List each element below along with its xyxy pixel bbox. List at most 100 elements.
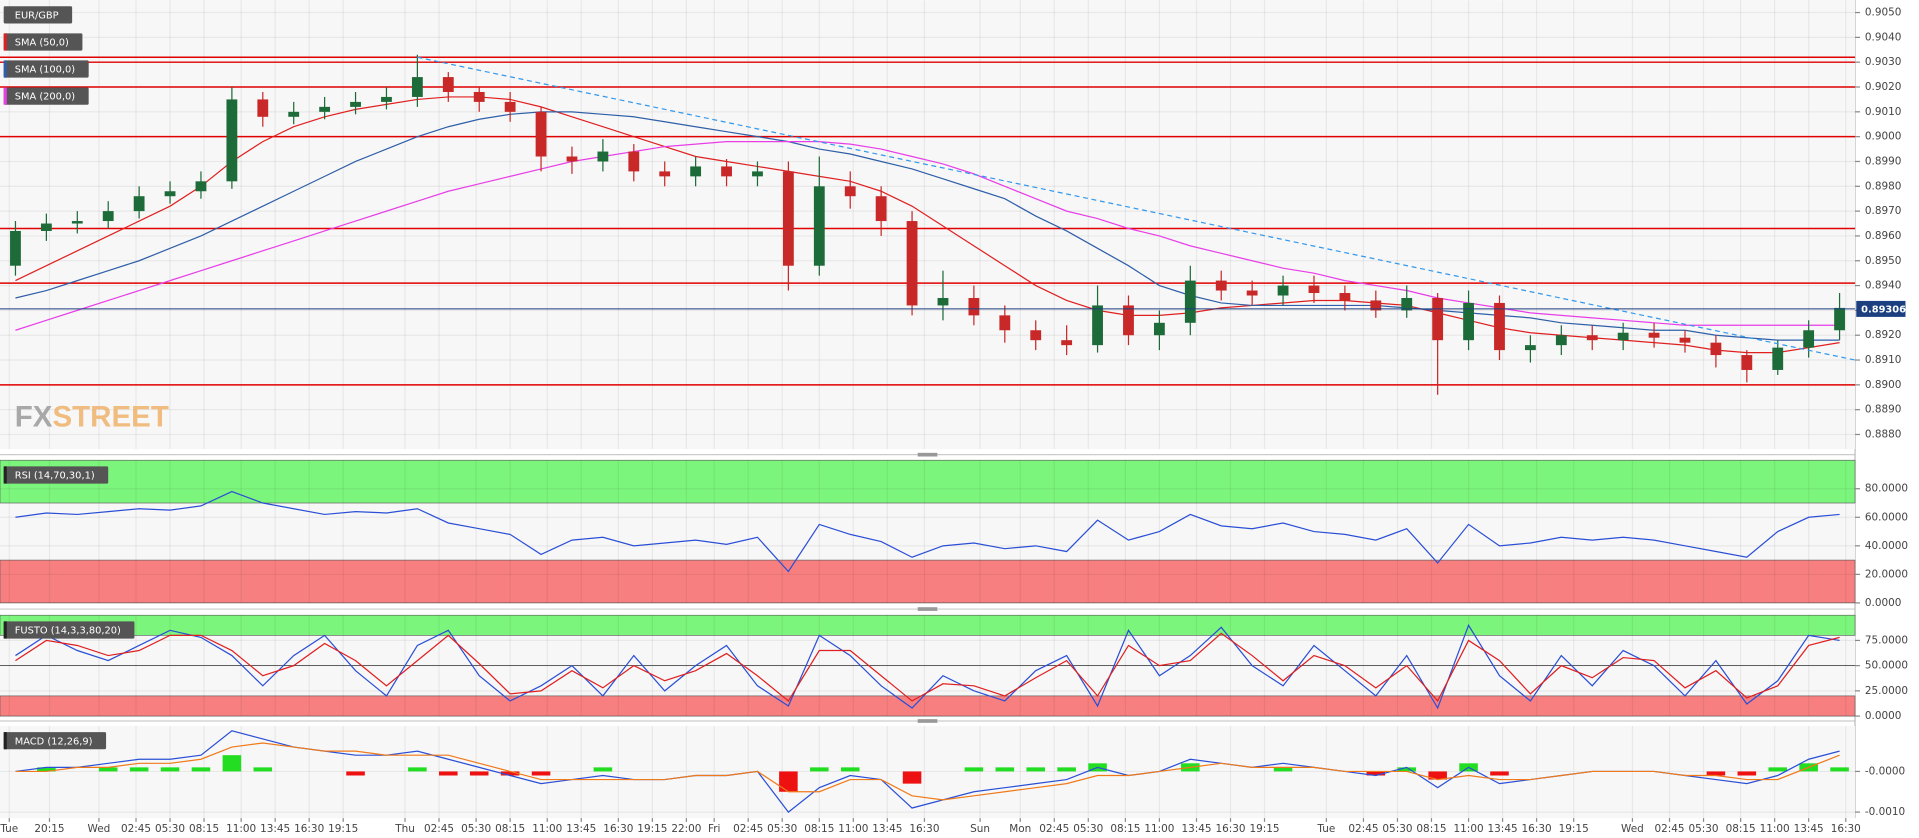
- candle-body: [1308, 285, 1320, 294]
- candle-body: [1772, 347, 1784, 370]
- candle-body: [844, 186, 856, 197]
- x-tick-label: 19:15: [328, 823, 358, 835]
- legend-label: RSI (14,70,30,1): [15, 471, 95, 482]
- legend-swatch: [3, 87, 7, 105]
- candle-body: [659, 171, 671, 177]
- legend-swatch: [3, 60, 7, 78]
- y-tick-label: 0.8890: [1865, 404, 1902, 416]
- legend-item: MACD (12,26,9): [3, 732, 107, 750]
- histogram-bar: [810, 767, 829, 772]
- candle-body: [1494, 302, 1505, 351]
- candle-body: [1123, 305, 1134, 336]
- y-tick-label: 0.9030: [1865, 56, 1902, 68]
- candle-body: [10, 230, 21, 266]
- candle-body: [1463, 302, 1474, 341]
- histogram-bar: [1428, 771, 1447, 780]
- y-tick-label: 0.8990: [1865, 155, 1902, 167]
- histogram-bar: [439, 771, 458, 776]
- candle-body: [102, 211, 114, 222]
- candle-body: [71, 221, 83, 224]
- candle-body: [195, 181, 207, 192]
- legend-item: RSI (14,70,30,1): [3, 466, 109, 484]
- candle-body: [1710, 342, 1722, 356]
- candle-body: [473, 91, 485, 102]
- candle-body: [1339, 293, 1351, 301]
- x-tick-label: 22:00: [671, 823, 701, 835]
- x-tick-label: 19:15: [1559, 823, 1589, 835]
- candle-body: [40, 223, 52, 231]
- candle-body: [1370, 300, 1382, 311]
- candle-body: [813, 186, 825, 266]
- series-line: [15, 742, 1840, 801]
- histogram-bar: [160, 767, 180, 772]
- x-tick-label: 11:00: [1454, 823, 1484, 835]
- x-tick-label: 05:30: [767, 823, 797, 835]
- y-tick-label: 0.8970: [1865, 205, 1902, 217]
- y-tick-label: 0.8880: [1865, 428, 1902, 440]
- candle-body: [566, 156, 578, 162]
- y-tick-label: 50.0000: [1865, 660, 1908, 672]
- histogram-bar: [1768, 767, 1788, 772]
- x-tick-label: 08:15: [1726, 823, 1756, 835]
- panel-background: [0, 725, 1856, 819]
- x-tick-label: 16:30: [1215, 823, 1245, 835]
- resize-handle[interactable]: [917, 452, 938, 457]
- y-tick-label: 0.8960: [1865, 230, 1902, 242]
- zone: [0, 695, 1856, 717]
- histogram-bar: [191, 767, 211, 772]
- legend-box: [3, 621, 135, 639]
- histogram-bar: [779, 771, 798, 792]
- candle-body: [968, 297, 980, 316]
- candle-body: [288, 111, 300, 117]
- last-price-label: 0.89306: [1861, 305, 1906, 316]
- zone: [0, 559, 1856, 604]
- candle-body: [1215, 280, 1227, 291]
- candle-body: [721, 166, 732, 177]
- legend-item: EUR/GBP: [3, 6, 73, 24]
- resize-handle[interactable]: [917, 607, 938, 611]
- candle-body: [999, 315, 1011, 331]
- histogram-bar: [408, 767, 427, 772]
- x-tick-label: 13:45: [872, 823, 902, 835]
- candle-body: [226, 99, 238, 182]
- x-tick-label: 16:30: [1831, 823, 1861, 835]
- histogram-bar: [469, 771, 489, 776]
- candle-body: [1741, 355, 1753, 370]
- last-price-box: [1856, 300, 1906, 317]
- x-tick-label: 05:30: [1382, 823, 1412, 835]
- y-tick-label: 0.8940: [1865, 280, 1902, 292]
- y-tick-label: 0.9040: [1865, 31, 1902, 43]
- histogram-bar: [222, 755, 242, 772]
- x-tick-label: 19:15: [1249, 823, 1279, 835]
- candle-body: [442, 77, 454, 92]
- x-tick-label: 05:30: [1073, 823, 1103, 835]
- x-tick-label: 11:00: [1760, 823, 1790, 835]
- x-tick-label: Sun: [970, 823, 990, 835]
- x-tick-label: 08:15: [495, 823, 525, 835]
- x-tick-label: Fri: [708, 823, 720, 835]
- x-tick-label: 16:30: [603, 823, 633, 835]
- legend-label: MACD (12,26,9): [15, 736, 93, 747]
- histogram-bar: [1057, 767, 1076, 772]
- histogram-bar: [1830, 767, 1849, 772]
- x-tick-label: 02:45: [121, 823, 151, 835]
- legend-box: [3, 60, 89, 78]
- resize-handle[interactable]: [917, 719, 938, 723]
- x-tick-label: 02:45: [424, 823, 454, 835]
- legend-label: FUSTO (14,3,3,80,20): [15, 626, 121, 637]
- histogram-bar: [902, 771, 922, 784]
- y-tick-label: 80.0000: [1865, 483, 1908, 495]
- watermark-part: STREET: [52, 400, 168, 433]
- y-tick-label: -0.0010: [1865, 806, 1905, 818]
- zone: [0, 459, 1856, 504]
- histogram-bar: [840, 767, 860, 772]
- x-tick-label: 11:00: [226, 823, 256, 835]
- candle-body: [1184, 280, 1196, 323]
- x-tick-label: Thu: [394, 823, 415, 835]
- y-tick-label: 0.0000: [1865, 710, 1902, 722]
- histogram-bar: [593, 767, 613, 772]
- legend-swatch: [3, 33, 7, 51]
- candle-body: [1246, 290, 1258, 296]
- legend-label: SMA (200,0): [15, 92, 75, 103]
- y-tick-label: 0.9020: [1865, 81, 1902, 93]
